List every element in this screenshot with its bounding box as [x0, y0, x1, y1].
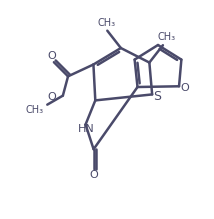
Text: S: S — [153, 90, 161, 103]
Text: CH₃: CH₃ — [158, 32, 176, 42]
Text: O: O — [48, 51, 56, 61]
Text: CH₃: CH₃ — [97, 18, 115, 28]
Text: O: O — [47, 92, 56, 102]
Text: O: O — [89, 170, 98, 180]
Text: HN: HN — [78, 124, 95, 134]
Text: CH₃: CH₃ — [25, 105, 43, 115]
Text: O: O — [181, 83, 189, 93]
